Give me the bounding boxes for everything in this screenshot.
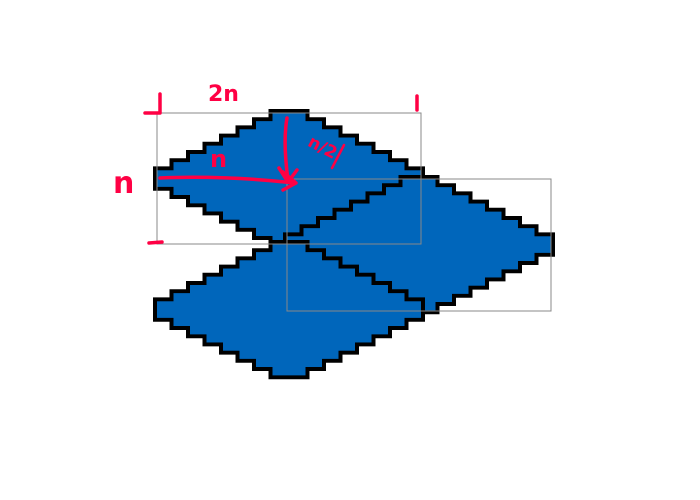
fraction-slash <box>330 143 346 170</box>
vertical-arrowhead <box>277 166 299 184</box>
annotation-layer <box>143 92 419 245</box>
vertical-arrow <box>283 116 290 182</box>
height-label: n <box>113 166 134 201</box>
corner-bracket-mark <box>143 92 162 115</box>
horizontal-arrow <box>158 175 297 185</box>
tile-bounding-box-right <box>286 178 552 312</box>
diagonal-label: n <box>210 145 227 173</box>
tiles-layer <box>153 109 555 380</box>
width-label: 2n <box>208 82 239 107</box>
bottom-tick-mark <box>147 240 164 245</box>
tile-bottom-fill <box>157 244 421 376</box>
